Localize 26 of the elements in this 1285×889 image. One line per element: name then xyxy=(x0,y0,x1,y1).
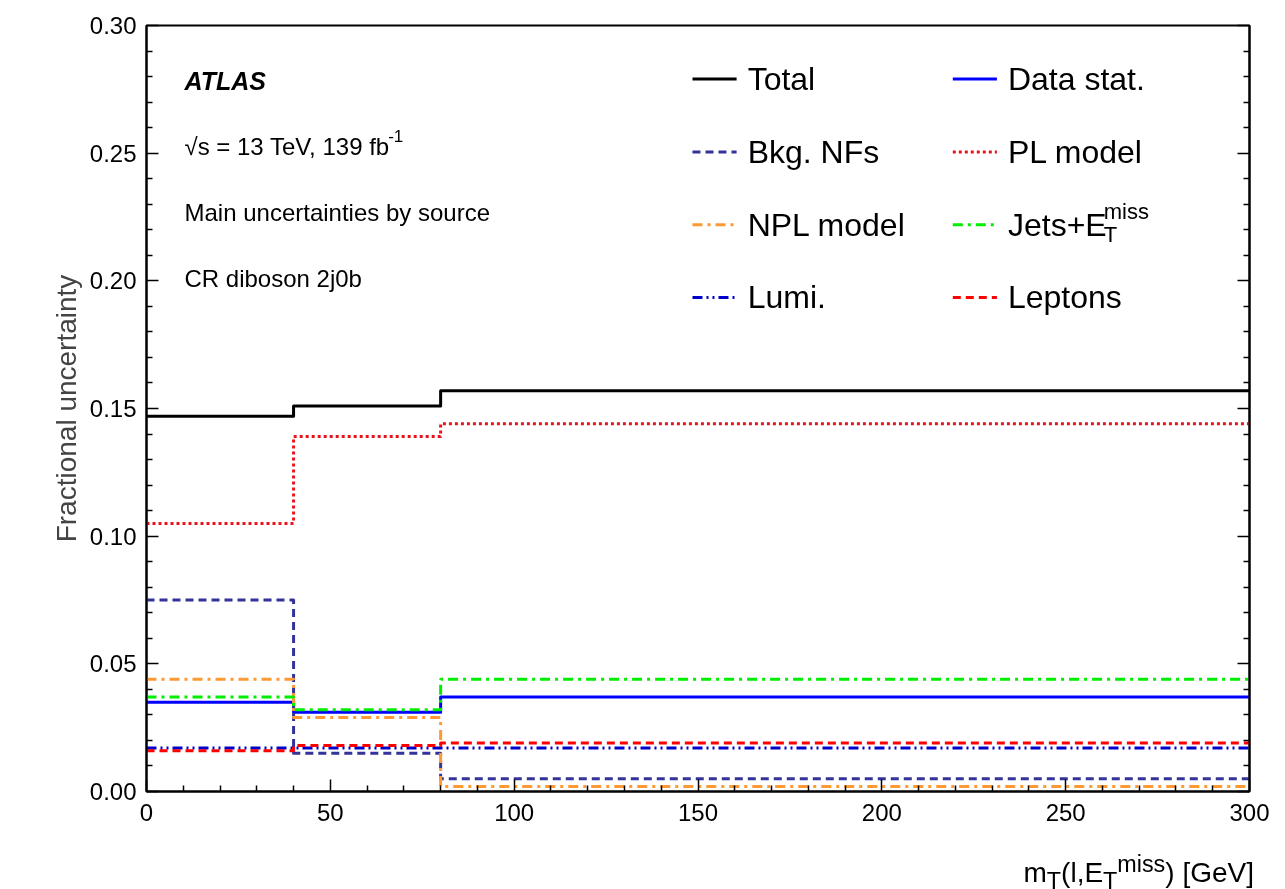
legend-label: PL model xyxy=(1007,133,1142,170)
x-tick-label: 100 xyxy=(494,798,535,826)
annotation: CR diboson 2j0b xyxy=(184,265,362,292)
y-tick-label: 0.15 xyxy=(89,395,137,422)
x-tick-label: 50 xyxy=(316,798,344,826)
legend-label: Lumi. xyxy=(747,279,826,316)
y-tick-label: 0.05 xyxy=(89,650,137,678)
annotation: ATLAS xyxy=(183,66,267,95)
y-tick-label: 0.30 xyxy=(89,12,137,39)
legend-label: Bkg. NFs xyxy=(747,133,880,170)
x-tick-label: 250 xyxy=(1045,798,1086,826)
y-tick-label: 0.10 xyxy=(89,522,137,550)
y-tick-label: 0.00 xyxy=(89,778,137,805)
x-tick-label: 150 xyxy=(677,798,719,826)
legend-label: Total xyxy=(747,61,816,98)
y-axis-title: Fractional uncertainty xyxy=(50,274,82,543)
x-tick-label: 300 xyxy=(1229,798,1270,826)
y-tick-label: 0.25 xyxy=(89,139,137,167)
legend-label: Leptons xyxy=(1007,279,1122,316)
x-axis-title: m$_{T}$(l,E$_{T}$$^{miss}$) [GeV] xyxy=(1023,850,1254,889)
legend-label: Data stat. xyxy=(1007,61,1145,98)
y-tick-label: 0.20 xyxy=(89,267,137,295)
annotation: Main uncertainties by source xyxy=(184,199,490,226)
x-tick-label: 0 xyxy=(139,798,154,826)
legend-label: NPL model xyxy=(747,206,905,243)
x-tick-label: 200 xyxy=(861,798,902,826)
